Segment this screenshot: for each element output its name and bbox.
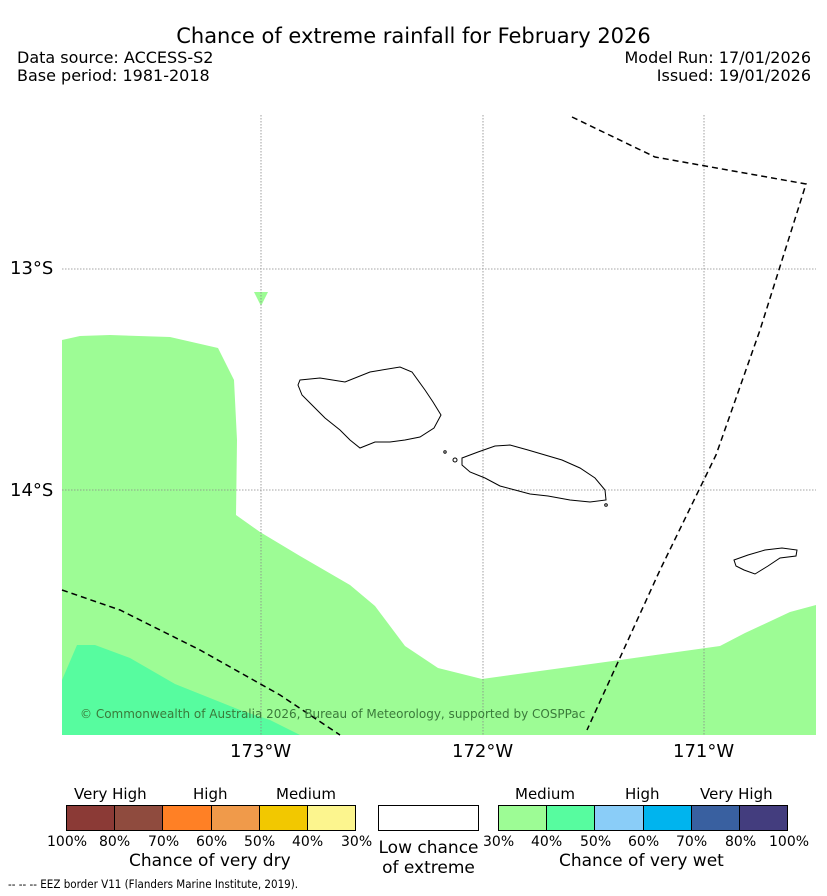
wet-tick-80: 80%	[725, 834, 757, 850]
island-savaii	[297, 366, 442, 449]
dry-swatch-3	[210, 806, 259, 830]
eez-note: -- -- -- EEZ border V11 (Flanders Marine…	[8, 877, 299, 891]
island-upolu	[461, 444, 607, 503]
islet-2	[452, 457, 458, 463]
dry-tick-30: 30%	[341, 834, 373, 850]
dry-colorbar	[66, 805, 356, 831]
issued-date: Issued: 19/01/2026	[656, 66, 811, 85]
dry-swatch-5	[306, 806, 356, 830]
map-title: Chance of extreme rainfall for February …	[176, 24, 651, 48]
dry-swatch-1	[114, 806, 163, 830]
low-chance-swatch	[378, 805, 479, 831]
base-period: Base period: 1981-2018	[17, 66, 210, 85]
island-tutuila	[733, 547, 798, 575]
wet-swatch-0	[499, 806, 547, 830]
wet-tick-70: 70%	[676, 834, 708, 850]
region-medium-wet	[62, 335, 816, 735]
dry-swatch-4	[258, 806, 307, 830]
dry-tick-50: 50%	[244, 834, 276, 850]
islet-1	[443, 450, 447, 454]
wet-caption: Chance of very wet	[559, 851, 724, 871]
copyright-notice: © Commonwealth of Australia 2026, Bureau…	[80, 707, 586, 721]
dry-swatch-0	[67, 806, 115, 830]
islet-3	[604, 503, 608, 507]
wet-label-medium: Medium	[515, 785, 575, 803]
wet-swatch-4	[690, 806, 739, 830]
dry-tick-40: 40%	[292, 834, 324, 850]
wet-label-high: High	[625, 785, 660, 803]
model-run: Model Run: 17/01/2026	[624, 48, 812, 67]
lon-label-172w: 172°W	[452, 741, 514, 762]
data-source: Data source: ACCESS-S2	[17, 48, 214, 67]
eez-border-southwest	[61, 589, 341, 736]
wet-swatch-2	[594, 806, 643, 830]
lat-label-14s: 14°S	[10, 480, 54, 501]
graticule	[62, 115, 816, 735]
dry-tick-100: 100%	[47, 834, 88, 850]
dry-swatch-2	[162, 806, 211, 830]
eez-border-north	[571, 116, 807, 731]
coastlines	[297, 366, 798, 575]
wet-swatch-5	[738, 806, 788, 830]
wet-tick-40: 40%	[531, 834, 563, 850]
dry-tick-70: 70%	[148, 834, 180, 850]
dry-label-medium: Medium	[276, 785, 336, 803]
lon-label-173w: 173°W	[230, 741, 292, 762]
dry-label-very-high: Very High	[74, 785, 147, 803]
dry-caption: Chance of very dry	[129, 851, 291, 871]
wet-swatch-1	[546, 806, 595, 830]
wet-swatch-3	[642, 806, 691, 830]
eez-borders	[61, 116, 807, 736]
low-chance-caption-1: Low chance	[378, 838, 479, 858]
wet-tick-50: 50%	[580, 834, 612, 850]
region-40-50-wet	[62, 645, 300, 735]
wet-label-very-high: Very High	[700, 785, 773, 803]
dry-tick-80: 80%	[99, 834, 131, 850]
lat-label-13s: 13°S	[10, 258, 54, 279]
dry-label-high: High	[193, 785, 228, 803]
wet-tick-60: 60%	[628, 834, 660, 850]
dry-tick-60: 60%	[196, 834, 228, 850]
lon-label-171w: 171°W	[673, 741, 735, 762]
low-chance-caption-2: of extreme	[382, 858, 475, 878]
wet-colorbar	[498, 805, 788, 831]
wet-tick-30: 30%	[483, 834, 515, 850]
wet-tick-100: 100%	[769, 834, 810, 850]
